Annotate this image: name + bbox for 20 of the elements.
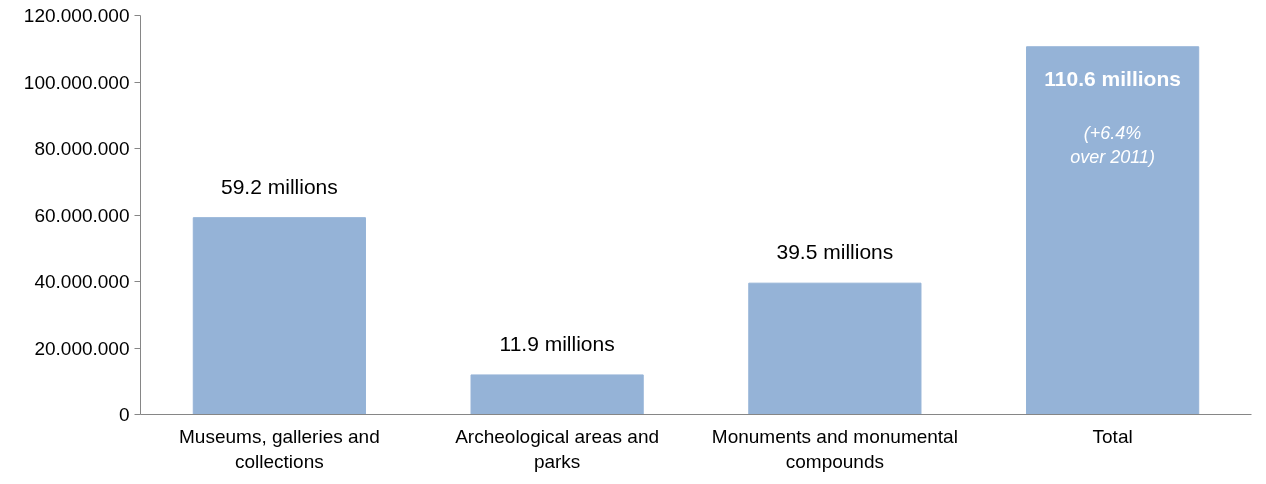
data-label: 110.6 millions xyxy=(1044,66,1181,90)
y-tick-label: 60.000.000 xyxy=(34,204,130,226)
y-tick-label: 20.000.000 xyxy=(34,337,130,359)
data-label: 39.5 millions xyxy=(776,240,894,264)
bar xyxy=(748,282,922,415)
bar xyxy=(470,374,644,415)
bar xyxy=(192,217,366,415)
annotation: (+6.4% over 2011) xyxy=(1070,122,1155,167)
y-tick-label: 100.000.000 xyxy=(23,71,130,93)
data-label: 59.2 millions xyxy=(221,174,338,198)
y-tick-label: 80.000.000 xyxy=(34,138,130,159)
bar xyxy=(1026,46,1200,415)
x-tick-label: Monuments and monumental compounds xyxy=(711,425,958,472)
y-tick-label: 0 xyxy=(118,404,130,425)
x-tick-label: Museums, galleries and collections xyxy=(179,425,380,472)
y-tick-label: 120.000.000 xyxy=(23,5,130,26)
y-tick-label: 40.000.000 xyxy=(34,271,130,292)
x-tick-label: Total xyxy=(1092,425,1133,447)
data-label: 11.9 millions xyxy=(499,331,615,355)
x-tick-label: Archeological areas and parks xyxy=(455,425,660,472)
